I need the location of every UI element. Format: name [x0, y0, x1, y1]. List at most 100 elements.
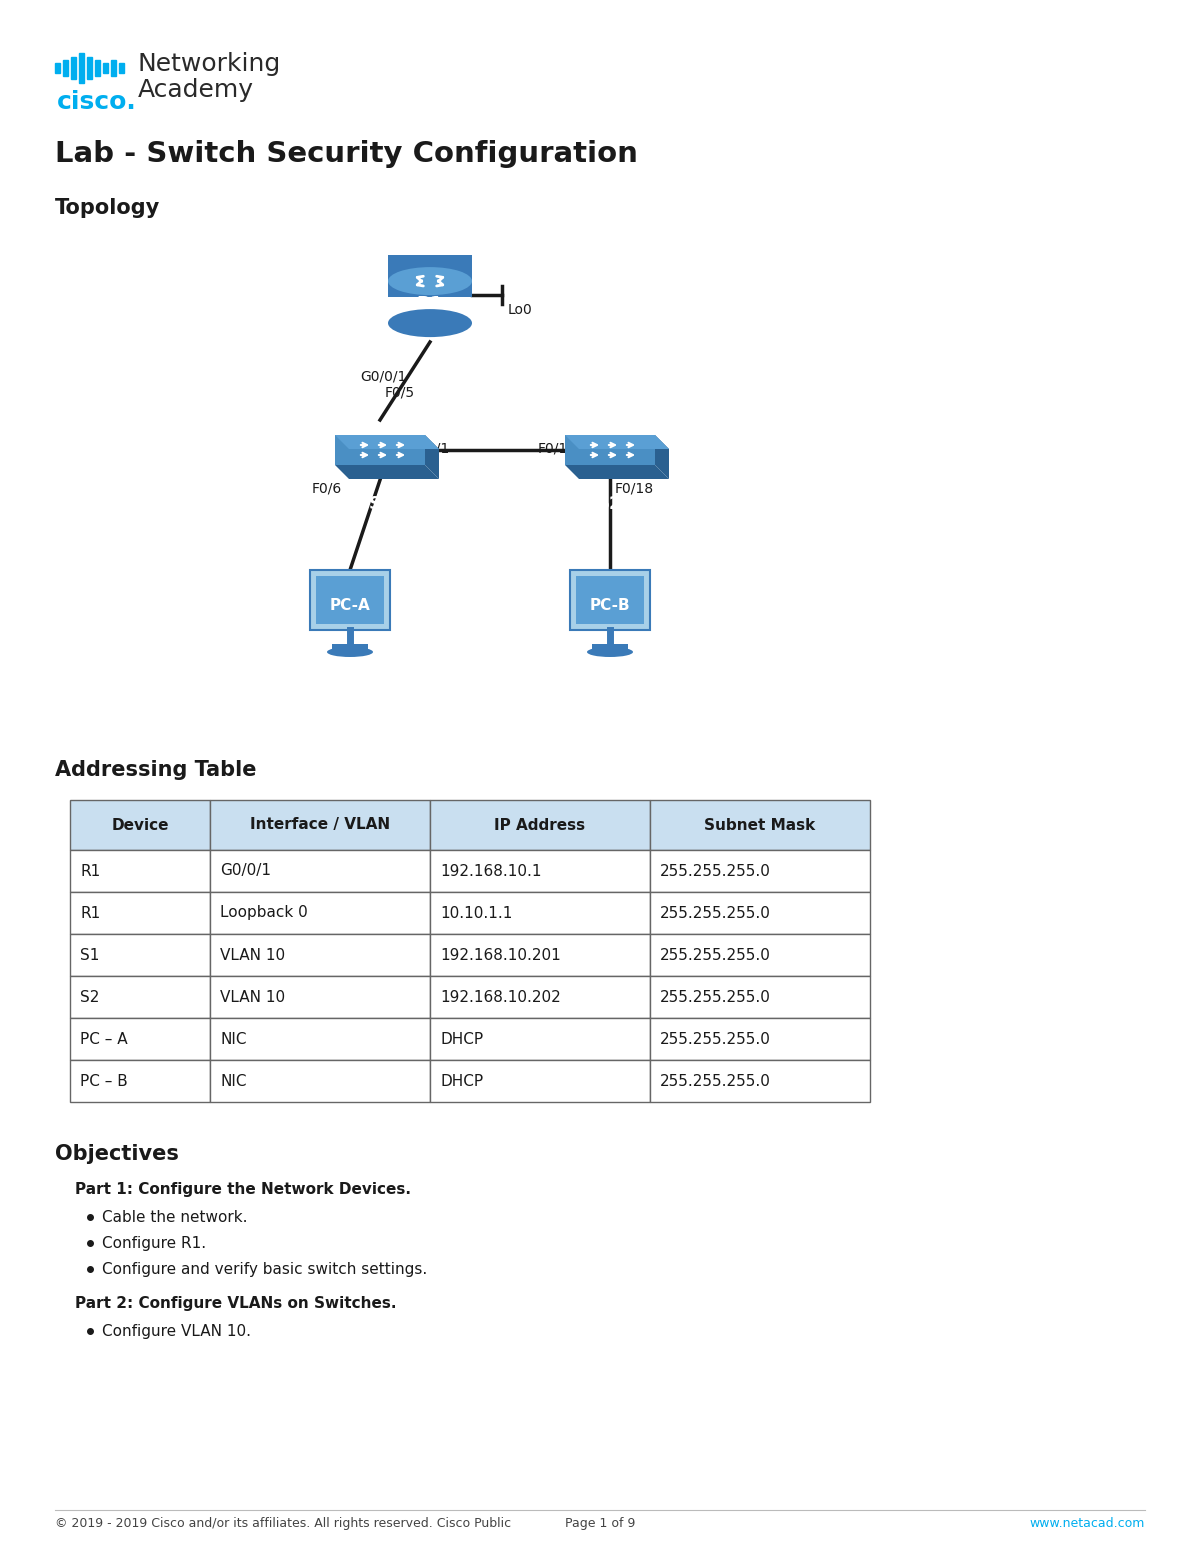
Bar — [570, 570, 650, 631]
Text: NIC: NIC — [220, 1073, 246, 1089]
Bar — [70, 849, 210, 891]
Text: Interface / VLAN: Interface / VLAN — [250, 817, 390, 832]
Bar — [576, 576, 644, 624]
Text: Cable the network.: Cable the network. — [102, 1210, 247, 1225]
Bar — [430, 1061, 650, 1103]
Text: Objectives: Objectives — [55, 1145, 179, 1165]
Text: S2: S2 — [80, 989, 100, 1005]
Text: 255.255.255.0: 255.255.255.0 — [660, 863, 770, 879]
Text: www.netacad.com: www.netacad.com — [1030, 1517, 1145, 1530]
Text: Part 1: Configure the Network Devices.: Part 1: Configure the Network Devices. — [74, 1182, 410, 1197]
Text: PC-B: PC-B — [589, 598, 630, 612]
Bar — [650, 933, 870, 975]
Text: 255.255.255.0: 255.255.255.0 — [660, 947, 770, 963]
Text: 255.255.255.0: 255.255.255.0 — [660, 905, 770, 921]
Bar — [70, 1061, 210, 1103]
Text: 255.255.255.0: 255.255.255.0 — [660, 1073, 770, 1089]
Text: Page 1 of 9: Page 1 of 9 — [565, 1517, 635, 1530]
Text: Subnet Mask: Subnet Mask — [704, 817, 816, 832]
Bar — [95, 61, 100, 76]
Text: © 2019 - 2019 Cisco and/or its affiliates. All rights reserved. Cisco Public: © 2019 - 2019 Cisco and/or its affiliate… — [55, 1517, 511, 1530]
Bar — [70, 933, 210, 975]
Text: Configure R1.: Configure R1. — [102, 1236, 206, 1252]
Bar — [565, 435, 655, 464]
Bar — [88, 57, 92, 79]
Bar — [430, 933, 650, 975]
Bar — [650, 800, 870, 849]
Bar — [70, 800, 210, 849]
Bar — [210, 891, 430, 933]
Text: 255.255.255.0: 255.255.255.0 — [660, 1031, 770, 1047]
Text: Loopback 0: Loopback 0 — [220, 905, 307, 921]
Bar — [70, 891, 210, 933]
Bar — [210, 1019, 430, 1061]
Bar — [70, 975, 210, 1019]
Bar — [430, 800, 650, 849]
Ellipse shape — [587, 648, 634, 657]
Bar — [650, 975, 870, 1019]
Bar — [316, 576, 384, 624]
Text: Configure and verify basic switch settings.: Configure and verify basic switch settin… — [102, 1263, 427, 1277]
Text: DHCP: DHCP — [440, 1031, 484, 1047]
Text: F0/1: F0/1 — [420, 441, 450, 455]
Text: F0/18: F0/18 — [616, 481, 654, 495]
Text: S2: S2 — [598, 495, 622, 512]
Text: R1: R1 — [416, 295, 443, 314]
Bar — [71, 57, 76, 79]
Text: PC – A: PC – A — [80, 1031, 127, 1047]
Bar — [310, 570, 390, 631]
Text: VLAN 10: VLAN 10 — [220, 947, 286, 963]
Text: 10.10.1.1: 10.10.1.1 — [440, 905, 512, 921]
Text: Lab - Switch Security Configuration: Lab - Switch Security Configuration — [55, 140, 638, 168]
Text: cisco.: cisco. — [58, 90, 137, 113]
Text: Part 2: Configure VLANs on Switches.: Part 2: Configure VLANs on Switches. — [74, 1297, 396, 1311]
Polygon shape — [425, 435, 439, 478]
Polygon shape — [565, 435, 670, 449]
Polygon shape — [655, 435, 670, 478]
Text: 192.168.10.1: 192.168.10.1 — [440, 863, 541, 879]
Bar — [119, 64, 124, 73]
Text: F0/1: F0/1 — [538, 441, 569, 455]
Text: Networking: Networking — [138, 51, 281, 76]
Bar — [70, 1019, 210, 1061]
Bar — [430, 1019, 650, 1061]
Bar — [430, 975, 650, 1019]
Bar — [64, 61, 68, 76]
Text: Academy: Academy — [138, 78, 254, 102]
Text: F0/6: F0/6 — [312, 481, 342, 495]
Bar — [430, 849, 650, 891]
Bar — [430, 891, 650, 933]
Text: R1: R1 — [80, 863, 101, 879]
Text: PC – B: PC – B — [80, 1073, 127, 1089]
Bar — [335, 435, 425, 464]
Text: NIC: NIC — [220, 1031, 246, 1047]
Text: DHCP: DHCP — [440, 1073, 484, 1089]
Text: 192.168.10.201: 192.168.10.201 — [440, 947, 560, 963]
Text: Configure VLAN 10.: Configure VLAN 10. — [102, 1325, 251, 1339]
Text: Lo0: Lo0 — [508, 303, 533, 317]
Polygon shape — [565, 464, 670, 478]
Bar — [650, 891, 870, 933]
Text: S1: S1 — [368, 495, 391, 512]
Text: F0/5: F0/5 — [385, 385, 415, 399]
Bar — [210, 1061, 430, 1103]
Text: G0/0/1: G0/0/1 — [360, 370, 407, 384]
Bar — [650, 1019, 870, 1061]
Bar — [332, 644, 368, 651]
Bar — [650, 849, 870, 891]
FancyBboxPatch shape — [388, 255, 472, 297]
Bar — [103, 64, 108, 73]
Bar — [112, 61, 116, 76]
Text: VLAN 10: VLAN 10 — [220, 989, 286, 1005]
Ellipse shape — [326, 648, 373, 657]
Text: Addressing Table: Addressing Table — [55, 759, 257, 780]
Text: 192.168.10.202: 192.168.10.202 — [440, 989, 560, 1005]
Ellipse shape — [388, 309, 472, 337]
Text: PC-A: PC-A — [330, 598, 371, 612]
Bar — [592, 644, 628, 651]
Bar — [210, 933, 430, 975]
Bar — [210, 849, 430, 891]
Ellipse shape — [388, 267, 472, 295]
Text: S1: S1 — [80, 947, 100, 963]
Text: R1: R1 — [80, 905, 101, 921]
